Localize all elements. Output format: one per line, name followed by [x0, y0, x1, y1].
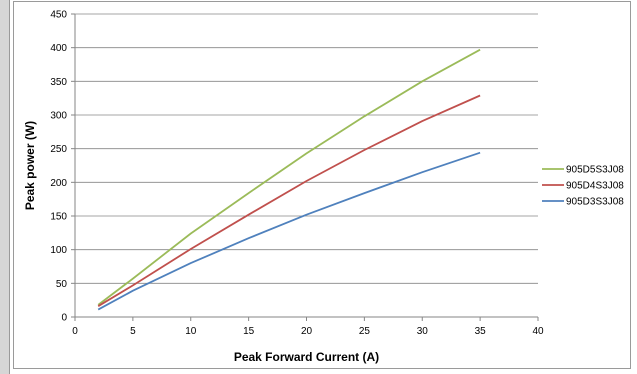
series-line: [97, 151, 481, 311]
x-tick-label: 25: [359, 326, 371, 337]
chart-area: 0 50 100 150 200 250 300 350 400 450 0 5 10 15 20 25 30…: [13, 1, 631, 369]
x-tick-label: 5: [130, 326, 136, 337]
x-tick-label: 40: [532, 326, 544, 337]
y-tick-label: 300: [50, 111, 67, 122]
axes: [71, 13, 539, 321]
legend-label: 905D3S3J08: [566, 197, 624, 208]
y-tick-label: 250: [50, 144, 67, 155]
y-tick-label: 50: [56, 279, 68, 290]
y-tick-labels: 0 50 100 150 200 250 300 350 400 450: [50, 10, 67, 324]
y-tick-label: 200: [50, 178, 67, 189]
x-tick-label: 20: [301, 326, 313, 337]
y-tick-label: 150: [50, 212, 67, 223]
y-tick-label: 450: [50, 10, 67, 21]
x-axis-title: Peak Forward Current (A): [234, 350, 379, 364]
x-tick-label: 0: [72, 326, 78, 337]
y-tick-label: 400: [50, 43, 67, 54]
line-chart: 0 50 100 150 200 250 300 350 400 450 0 5 10 15 20 25 30…: [23, 10, 624, 365]
series-line: [97, 48, 481, 306]
y-axis-title: Peak power (W): [23, 121, 37, 210]
legend: 905D5S3J08 905D4S3J08 905D3S3J08: [542, 165, 624, 208]
x-tick-label: 10: [185, 326, 197, 337]
legend-label: 905D4S3J08: [566, 181, 624, 192]
x-tick-label: 15: [243, 326, 255, 337]
x-tick-labels: 0 5 10 15 20 25 30 35 40: [72, 326, 544, 337]
y-tick-label: 100: [50, 245, 67, 256]
y-tick-label: 0: [61, 313, 67, 324]
x-tick-label: 35: [475, 326, 487, 337]
gridlines: [75, 13, 538, 284]
window-edge-strip: [0, 0, 10, 374]
series-line: [97, 94, 481, 307]
y-tick-label: 350: [50, 77, 67, 88]
legend-label: 905D5S3J08: [566, 165, 624, 176]
series-lines: [97, 48, 481, 311]
x-tick-label: 30: [417, 326, 429, 337]
